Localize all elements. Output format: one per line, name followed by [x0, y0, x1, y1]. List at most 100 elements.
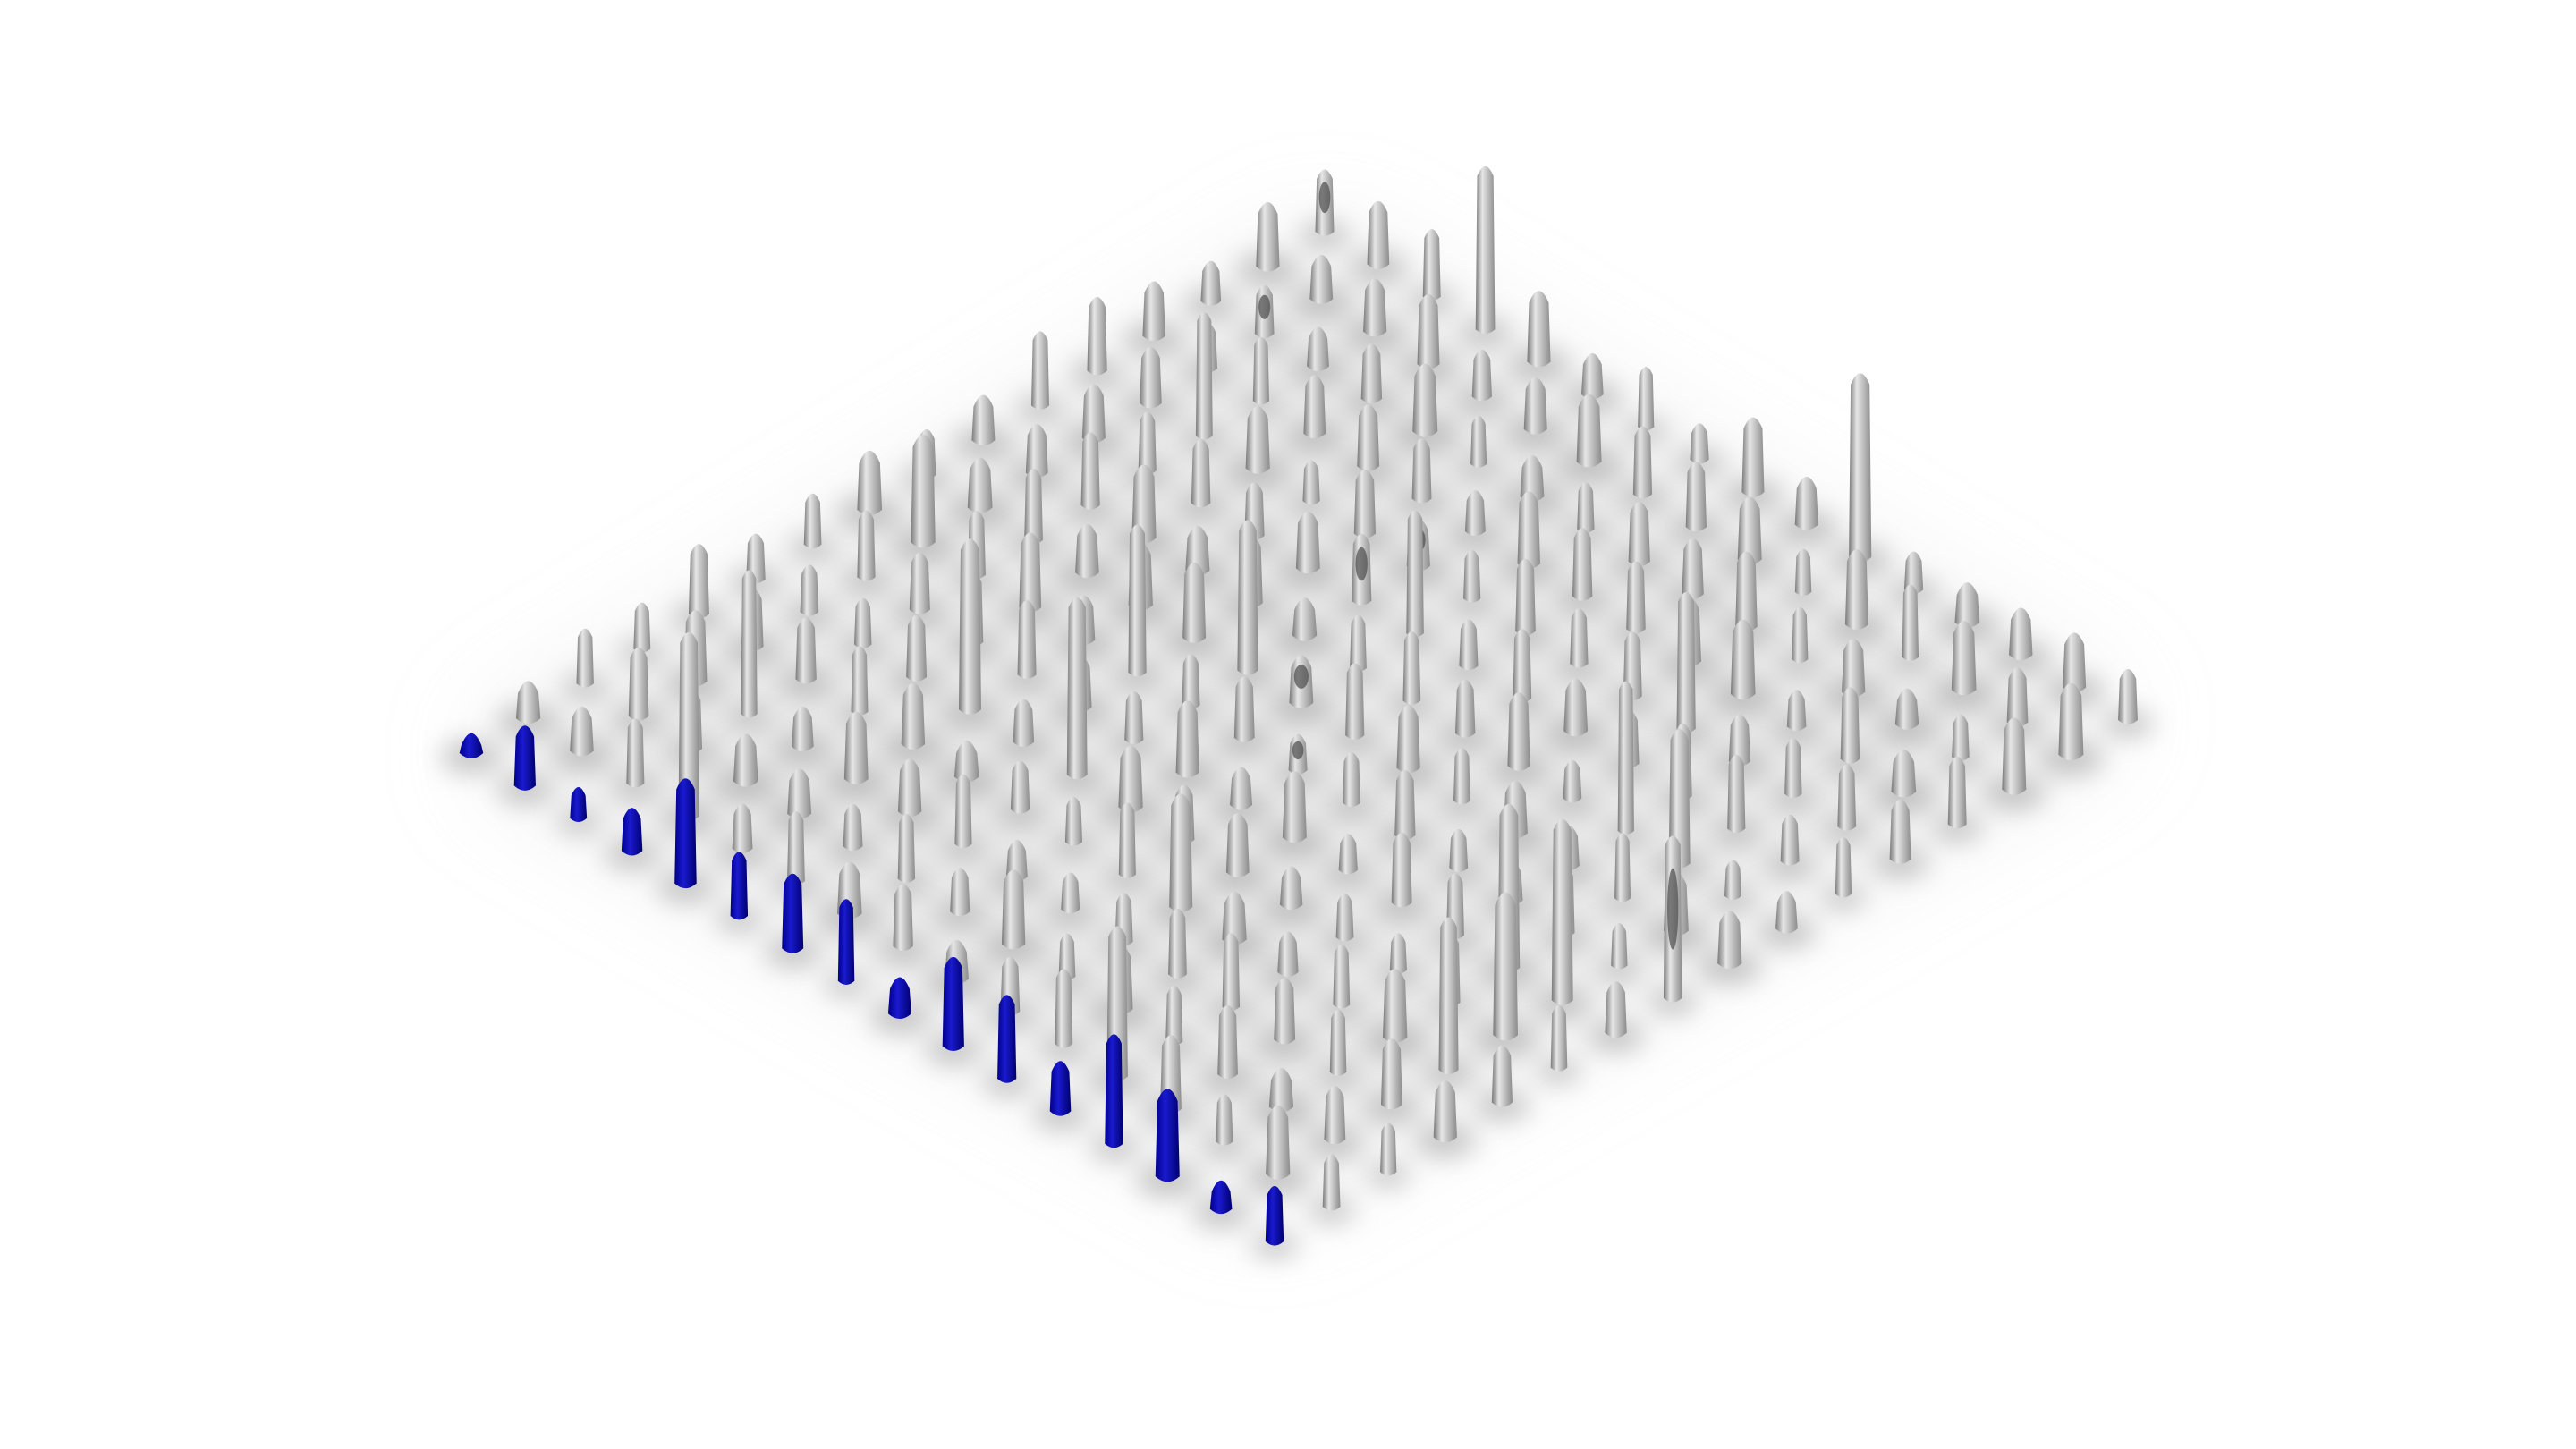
pin-body [1894, 688, 1919, 730]
gray-pin [1182, 312, 1226, 452]
gray-pin [1758, 891, 1816, 948]
pin-body [570, 786, 588, 823]
gray-pin [1765, 814, 1815, 878]
pin-body [1302, 460, 1320, 505]
pin-hollow [1293, 665, 1309, 689]
pin-body [1786, 690, 1807, 732]
blue-pin [657, 778, 715, 902]
blue-pin [496, 725, 554, 805]
pin-body [1453, 748, 1470, 805]
gray-pin [727, 570, 771, 730]
blue-pin [825, 899, 869, 996]
pin-body [1902, 584, 1919, 661]
pin-body [1342, 752, 1361, 808]
gray-pin [713, 733, 778, 802]
pin-body [953, 740, 979, 783]
pin-hollow [1258, 294, 1271, 319]
blue-pin [765, 873, 821, 968]
pin-body [1632, 426, 1653, 499]
pin-body [1055, 969, 1073, 1048]
pin-body [1780, 814, 1800, 866]
blue-pin [440, 733, 503, 774]
gray-pin [789, 493, 836, 561]
pin-body [1520, 455, 1545, 503]
pin-body [1138, 411, 1157, 475]
gray-pin [1050, 597, 1104, 793]
pin-body [1066, 597, 1088, 780]
gray-pin [1504, 377, 1566, 450]
pin-body [792, 706, 814, 752]
gray-pin [612, 718, 659, 800]
pin-body [911, 434, 936, 548]
gray-pin [1150, 793, 1211, 928]
gray-pin [1276, 511, 1340, 589]
pin-body [576, 628, 594, 688]
gray-pin [1321, 893, 1368, 953]
gray-pin [1220, 520, 1275, 689]
pin-body [795, 617, 817, 684]
pin-body [1794, 548, 1812, 597]
gray-pin [953, 394, 1014, 461]
pin-body [1676, 592, 1696, 733]
gray-pin [1335, 533, 1388, 619]
pin-body [1717, 911, 1742, 970]
pin-body [1081, 384, 1106, 444]
gray-pin [1016, 331, 1064, 422]
gray-pin [843, 510, 890, 594]
gray-pin [1208, 812, 1268, 893]
blue-pin [1032, 1061, 1089, 1130]
pin-body [515, 681, 541, 724]
pin-body [1389, 933, 1407, 974]
gray-pin [496, 681, 561, 740]
gray-pin [1269, 655, 1333, 724]
gray-pin [1330, 663, 1380, 753]
pin-body [1638, 366, 1655, 431]
gray-pin [1556, 528, 1609, 614]
gray-pin [1263, 771, 1326, 859]
pin-body [2006, 667, 2029, 727]
pin-body [1382, 969, 1408, 1043]
pin-body [2058, 682, 2084, 761]
pin-body [1406, 510, 1424, 638]
gray-pin [995, 760, 1046, 826]
pin-body [1140, 346, 1162, 409]
pin-body [1295, 511, 1320, 574]
gray-pin [1175, 438, 1226, 521]
gray-pin [2038, 682, 2104, 776]
gray-pin [1307, 1086, 1363, 1158]
gray-pin [1316, 1009, 1360, 1088]
pin-body [1952, 714, 1970, 761]
gray-pin [1051, 796, 1097, 858]
pin-body [1463, 549, 1481, 603]
pin-body [1345, 663, 1365, 741]
gray-pin [1989, 607, 2052, 675]
gray-pin [1448, 490, 1503, 550]
pin-body [897, 813, 916, 884]
pin-body [1611, 923, 1628, 970]
gray-pin [1822, 764, 1871, 843]
blue-pin [1136, 1089, 1199, 1198]
pin-body [1010, 760, 1030, 814]
gray-pin [884, 813, 929, 895]
pin-body [1064, 796, 1083, 846]
pin-body [1951, 621, 1977, 696]
gray-pin [1605, 681, 1648, 846]
pin-body [1491, 1045, 1513, 1107]
pin-body [837, 899, 855, 985]
gray-pin [1319, 944, 1364, 1021]
pin-body [1357, 404, 1380, 471]
gray-pin [1257, 978, 1313, 1058]
gray-pin [982, 869, 1045, 964]
pin-body [1237, 520, 1258, 675]
gray-pin [1002, 600, 1052, 692]
pin-body [1245, 406, 1270, 474]
pin-body [1124, 691, 1144, 744]
pin-body [803, 493, 822, 549]
pin-body [1209, 1180, 1233, 1215]
gray-pin [1392, 363, 1458, 453]
gray-pin [1434, 828, 1483, 885]
pin-body [1402, 631, 1421, 705]
pin-body [857, 510, 876, 581]
pin-body [1279, 866, 1303, 911]
pin-body [626, 718, 645, 788]
